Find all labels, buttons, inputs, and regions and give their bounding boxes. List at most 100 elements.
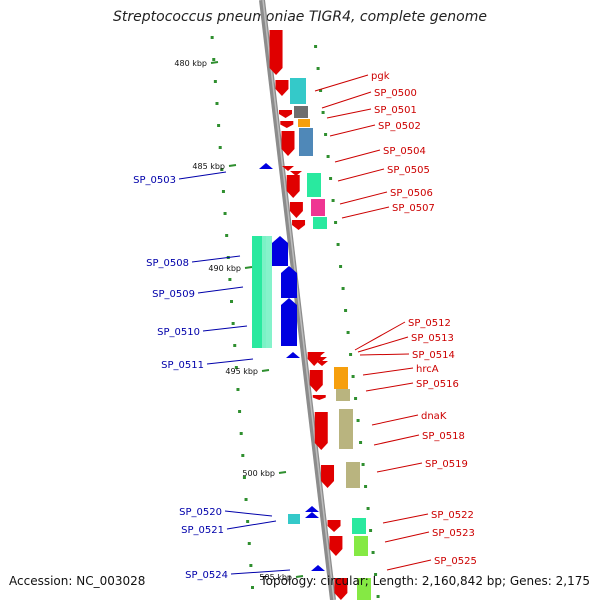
ruler-tick	[334, 221, 338, 224]
left-label-leader	[197, 286, 244, 294]
ruler-tick	[244, 498, 248, 501]
ruler-tick	[225, 234, 229, 237]
right-gene-label: SP_0507	[392, 203, 435, 214]
ruler-tick	[241, 454, 245, 457]
left-label-leader	[230, 569, 291, 575]
reverse-gene-arrow	[272, 236, 288, 266]
ruler-tick	[351, 375, 355, 378]
forward-gene-arrow	[314, 412, 328, 450]
forward-gene-arrow	[329, 536, 343, 556]
right-gene-label: SP_0500	[374, 88, 417, 99]
forward-gene-arrow	[269, 30, 283, 75]
left-label-leader	[191, 255, 241, 263]
right-label-leader	[373, 434, 420, 446]
ruler-tick	[366, 507, 370, 510]
ruler-tick	[329, 177, 333, 180]
ruler-tick	[249, 564, 253, 567]
scale-label: 485 kbp	[192, 162, 225, 171]
forward-gene-arrow	[289, 202, 303, 218]
cog-bar	[339, 409, 353, 449]
right-gene-label: SP_0514	[412, 350, 455, 361]
left-gene-label: SP_0509	[152, 289, 195, 300]
cog-bar	[298, 119, 310, 127]
right-gene-label: SP_0504	[383, 146, 426, 157]
scale-major-tick	[228, 164, 237, 167]
accession-text: Accession: NC_003028	[9, 574, 146, 588]
scale-labels: 480 kbp 485 kbp 490 kbp 495 kbp 500 kbp 505 k…	[174, 59, 304, 582]
right-gene-label: SP_0501	[374, 105, 417, 116]
cog-bars	[252, 78, 371, 600]
cog-bar	[357, 578, 371, 600]
ruler-tick	[242, 476, 246, 479]
scale-major-tick	[244, 266, 253, 269]
scale-label: 490 kbp	[208, 264, 241, 273]
ruler-tick	[326, 155, 330, 158]
cog-bar	[290, 78, 306, 104]
ruler-tick	[346, 331, 350, 334]
left-gene-label: SP_0511	[161, 360, 204, 371]
right-gene-label: SP_0505	[387, 165, 430, 176]
right-label-leader	[334, 149, 381, 163]
scale-major-tick	[278, 471, 287, 474]
ruler-tick	[231, 322, 235, 325]
reverse-gene-arrow	[311, 565, 325, 571]
right-gene-label: SP_0513	[411, 333, 454, 344]
ruler-tick	[236, 388, 240, 391]
backbone-line	[259, 0, 336, 600]
ruler-tick	[354, 397, 358, 400]
right-label-leader	[337, 168, 385, 182]
right-gene-label: SP_0523	[432, 528, 475, 539]
scale-label: 505 kbp	[259, 573, 292, 582]
forward-gene-arrow	[280, 121, 294, 128]
ruler-tick	[369, 529, 373, 532]
left-gene-label: SP_0520	[179, 507, 222, 518]
right-label-leader	[354, 321, 406, 351]
reverse-gene-arrow	[281, 266, 297, 298]
forward-gene-arrow	[313, 352, 325, 357]
ruler-tick	[376, 595, 380, 598]
forward-gene-arrow	[315, 357, 327, 362]
genome-stats-text: Topology: circular; Length: 2,160,842 bp…	[260, 574, 590, 588]
gene-features	[259, 30, 348, 600]
reverse-gene-arrow	[259, 163, 273, 169]
ruler-tick	[341, 287, 345, 290]
cog-bar	[307, 173, 321, 197]
right-gene-label: SP_0525	[434, 556, 477, 567]
ruler-tick	[210, 36, 214, 39]
left-gene-label: SP_0508	[146, 258, 189, 269]
ruler-tick	[324, 133, 328, 136]
cog-bar	[294, 106, 308, 118]
forward-gene-arrow	[327, 520, 341, 532]
ruler-ticks	[210, 36, 380, 598]
right-label-leader	[376, 462, 423, 473]
gene-labels: pgk SP_0500 SP_0501 SP_0502 SP_0504 SP_0505 SP…	[133, 71, 477, 581]
right-label-leader	[321, 91, 372, 109]
forward-gene-arrow	[282, 166, 294, 171]
scale-major-tick	[295, 575, 304, 578]
ruler-tick	[223, 212, 227, 215]
right-gene-label: SP_0519	[425, 459, 468, 470]
genome-backbone	[259, 0, 336, 600]
ruler-tick	[364, 485, 368, 488]
left-gene-label: SP_0510	[157, 327, 200, 338]
ruler-tick	[371, 551, 375, 554]
reverse-gene-arrow	[281, 298, 297, 346]
scale-label: 495 kbp	[225, 367, 258, 376]
cog-bar	[346, 462, 360, 488]
ruler-tick	[238, 410, 242, 413]
backbone-highlight	[262, 0, 335, 600]
forward-gene-arrow	[292, 220, 306, 230]
right-gene-label: hrcA	[416, 364, 439, 375]
right-gene-label: pgk	[371, 71, 390, 82]
ruler-tick	[319, 89, 323, 92]
right-gene-label: SP_0522	[431, 510, 474, 521]
forward-gene-arrow	[312, 395, 326, 400]
ruler-tick	[247, 542, 251, 545]
ruler-tick	[356, 419, 360, 422]
left-gene-label: SP_0503	[133, 175, 176, 186]
scale-label: 500 kbp	[242, 469, 275, 478]
right-gene-label: dnaK	[421, 411, 447, 422]
ruler-tick	[344, 309, 348, 312]
map-title: Streptococcus pneumoniae TIGR4, complete…	[113, 9, 487, 25]
